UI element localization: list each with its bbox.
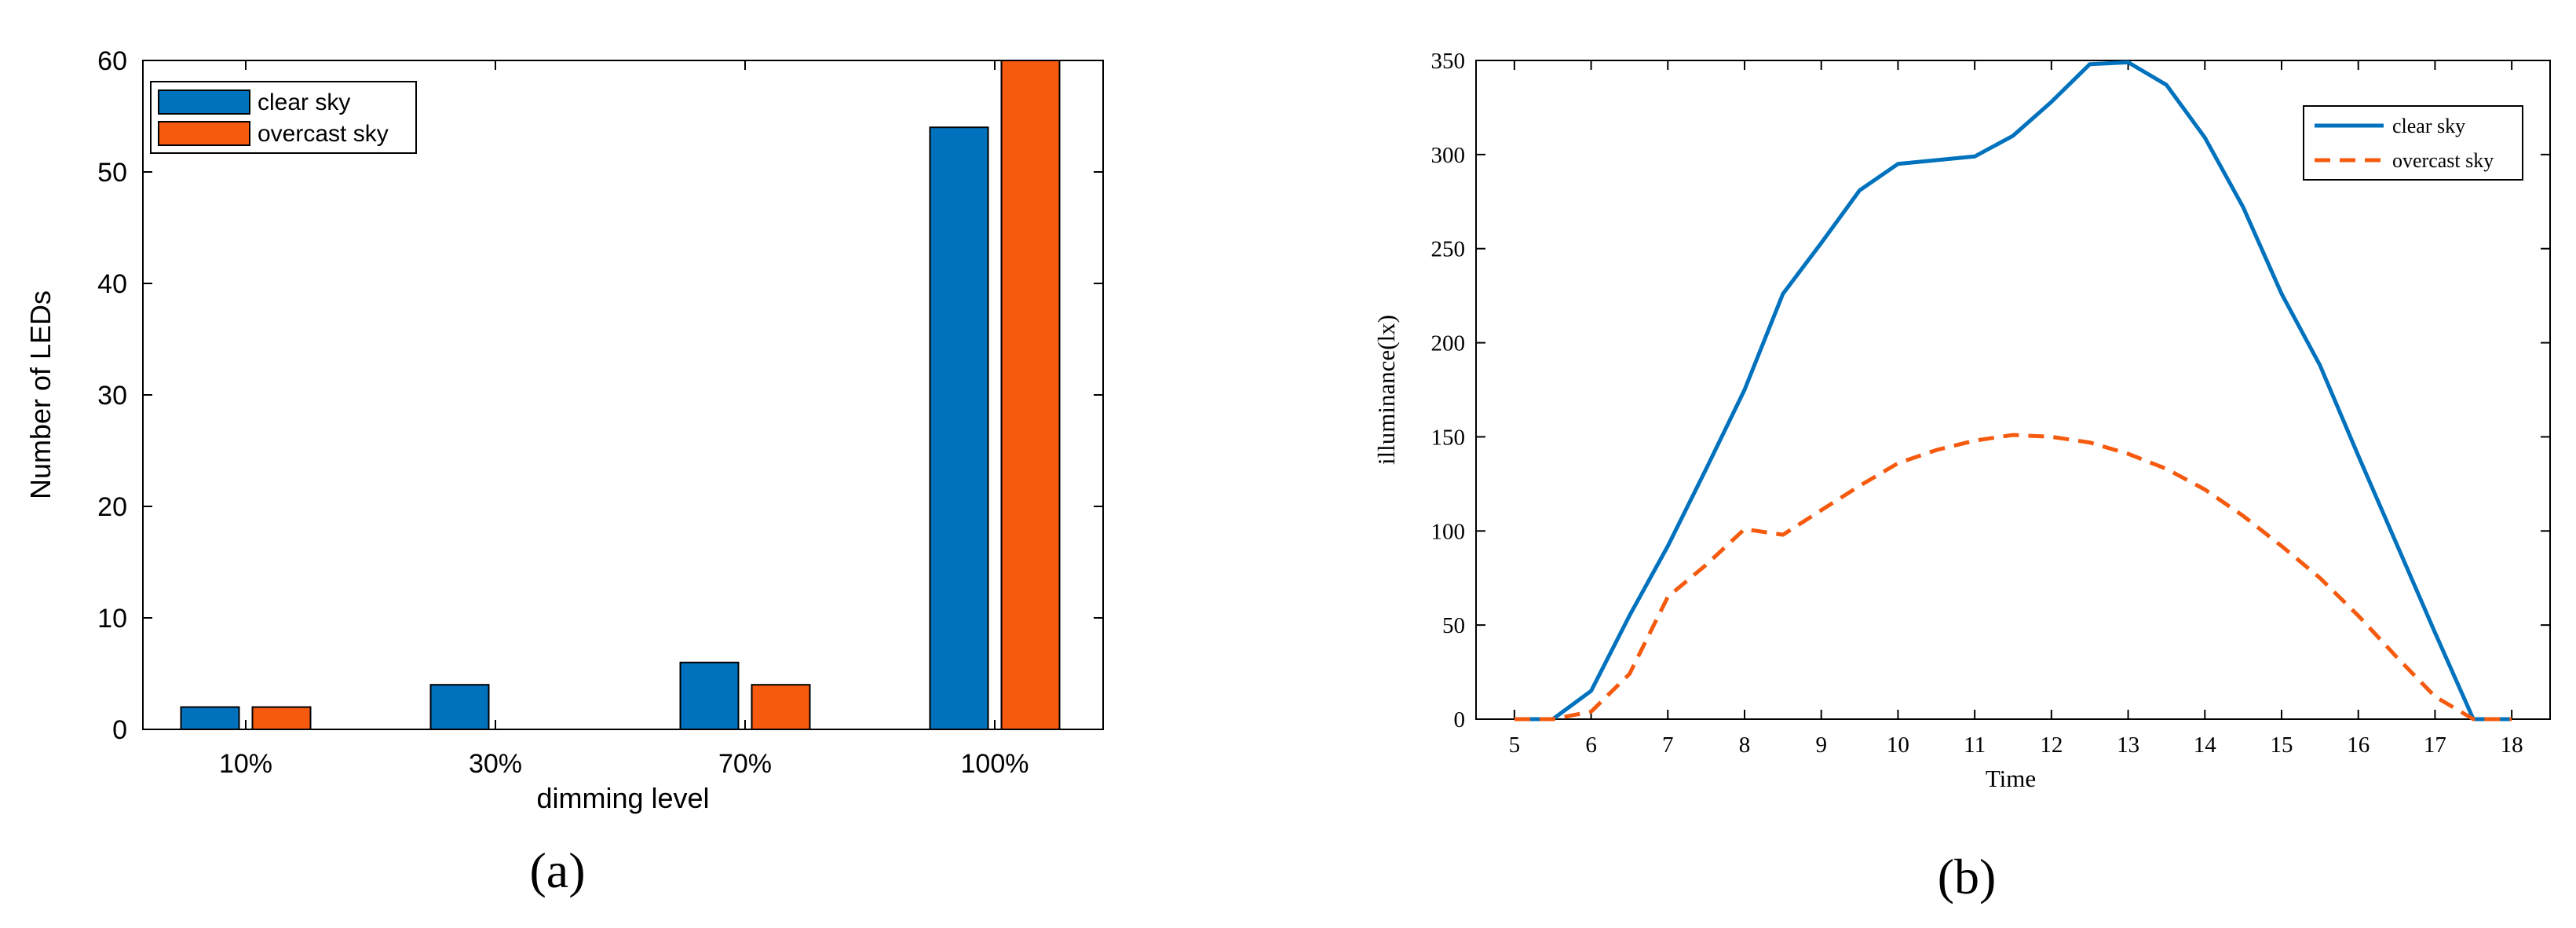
x-tick-label-b: 16 bbox=[2347, 733, 2370, 758]
line-series-clear-sky bbox=[1514, 60, 2512, 722]
x-tick-label-b: 8 bbox=[1739, 733, 1751, 758]
x-tick-label-a: 100% bbox=[961, 749, 1029, 779]
bar-overcast-sky-10pct bbox=[251, 706, 312, 730]
y-tick-label-b: 100 bbox=[1431, 519, 1466, 544]
x-tick-label-a: 70% bbox=[718, 749, 772, 779]
y-tick-label-a: 20 bbox=[97, 492, 127, 522]
plot-frame-b bbox=[1475, 60, 2551, 720]
legend-swatch-overcast-sky bbox=[158, 121, 250, 146]
x-tick-label-b: 6 bbox=[1585, 733, 1597, 758]
x-tick-label-b: 18 bbox=[2501, 733, 2523, 758]
legend-box-b bbox=[2303, 105, 2523, 181]
bar-chart-a: 0 10 20 30 40 50 60 10% 30% 70% 100% dimming level N… bbox=[24, 46, 1104, 814]
x-tick-label-b: 9 bbox=[1815, 733, 1827, 758]
y-tick-label-a: 10 bbox=[97, 604, 127, 634]
x-tick-label-b: 14 bbox=[2194, 733, 2217, 758]
x-tick-label-b: 17 bbox=[2424, 733, 2446, 758]
x-tick-label-b: 7 bbox=[1662, 733, 1674, 758]
line-chart-b: 0 50 100 150 200 250 300 350 5 6 7 8 9 10 11 12 13 14 15 16… bbox=[1372, 49, 2551, 792]
legend-label-overcast-sky: overcast sky bbox=[258, 121, 389, 147]
y-tick-label-a: 30 bbox=[97, 381, 127, 411]
y-tick-label-a: 60 bbox=[97, 46, 127, 76]
x-axis-title-b: Time bbox=[1986, 765, 2036, 792]
panel-label-a: (a) bbox=[529, 842, 585, 898]
x-tick-label-a: 10% bbox=[219, 749, 272, 779]
legend-label-overcast-sky-b: overcast sky bbox=[2392, 149, 2494, 172]
x-axis-title-a: dimming level bbox=[536, 782, 709, 814]
legend-a: clear sky overcast sky bbox=[150, 81, 417, 154]
y-tick-label-b: 50 bbox=[1442, 613, 1465, 638]
bar-overcast-sky-100pct bbox=[1000, 60, 1061, 730]
x-tick-label-a: 30% bbox=[469, 749, 522, 779]
x-tick-label-b: 12 bbox=[2040, 733, 2063, 758]
x-tick-label-b: 11 bbox=[1964, 733, 1986, 758]
y-tick-label-b: 150 bbox=[1431, 425, 1466, 450]
legend-label-clear-sky-b: clear sky bbox=[2392, 115, 2465, 137]
bar-overcast-sky-70pct bbox=[751, 684, 811, 731]
bar-clear-sky-10pct bbox=[180, 706, 240, 730]
y-axis-title-b: illuminance(lx) bbox=[1372, 315, 1400, 465]
y-tick-label-b: 0 bbox=[1454, 707, 1466, 733]
bar-clear-sky-100pct bbox=[929, 126, 989, 730]
y-tick-label-a: 0 bbox=[112, 715, 127, 745]
x-tick-label-b: 5 bbox=[1509, 733, 1521, 758]
x-tick-label-b: 15 bbox=[2271, 733, 2293, 758]
x-tick-label-b: 13 bbox=[2117, 733, 2139, 758]
line-series-overcast-sky bbox=[1514, 433, 2512, 722]
panel-label-b: (b) bbox=[1938, 849, 1997, 904]
y-tick-label-a: 50 bbox=[97, 158, 127, 188]
legend-b: clear sky overcast sky bbox=[2303, 105, 2523, 181]
y-tick-label-b: 350 bbox=[1431, 49, 1466, 74]
legend-swatch-clear-sky bbox=[158, 90, 250, 115]
bar-clear-sky-30pct bbox=[429, 684, 490, 731]
y-tick-label-b: 300 bbox=[1431, 143, 1466, 168]
bar-clear-sky-70pct bbox=[679, 661, 740, 730]
legend-label-clear-sky: clear sky bbox=[258, 90, 350, 115]
y-tick-label-a: 40 bbox=[97, 269, 127, 299]
y-tick-label-b: 200 bbox=[1431, 331, 1466, 356]
y-tick-label-b: 250 bbox=[1431, 237, 1466, 262]
x-tick-label-b: 10 bbox=[1887, 733, 1909, 758]
y-axis-title-a: Number of LEDs bbox=[24, 290, 57, 499]
